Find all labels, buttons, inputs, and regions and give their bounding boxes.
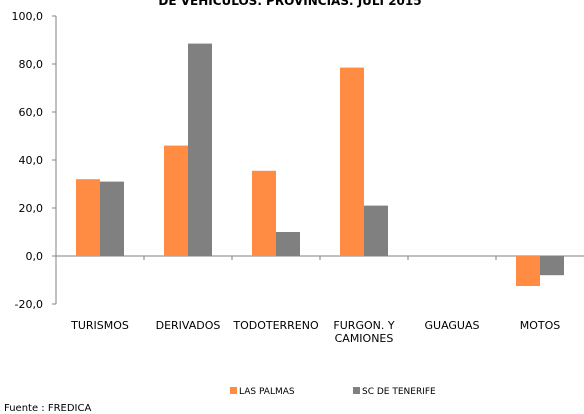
bar-sc-de-tenerife: [364, 205, 388, 256]
bar-las-palmas: [164, 145, 188, 256]
category-label: GUAGUAS: [425, 319, 480, 332]
bar-sc-de-tenerife: [188, 43, 212, 256]
y-tick-label: 80,0: [19, 58, 44, 71]
bars: [76, 43, 564, 286]
y-tick-label: 20,0: [19, 202, 44, 215]
category-labels: TURISMOS DERIVADOS TODOTERRENO FURGON. Y CAM…: [70, 319, 560, 345]
bar-sc-de-tenerife: [540, 256, 564, 276]
y-tick-label: 40,0: [19, 154, 44, 167]
y-tick-label: 60,0: [19, 106, 44, 119]
bar-las-palmas: [340, 67, 364, 256]
y-tick-label: 100,0: [12, 10, 44, 23]
chart-title: DE VEHÍCULOS. PROVINCIAS. JULI 2015: [158, 0, 421, 8]
y-ticks: -20,0 0,0 20,0 40,0 60,0 80,0 100,0: [12, 10, 56, 311]
category-label: FURGON. Y CAMIONES: [333, 319, 394, 345]
legend-label-sc-de-tenerife: SC DE TENERIFE: [362, 387, 436, 397]
legend: LAS PALMAS SC DE TENERIFE: [230, 387, 436, 397]
x-ticks: [143, 256, 497, 260]
category-label: TODOTERRENO: [232, 319, 319, 332]
legend-swatch-sc-de-tenerife: [353, 387, 360, 394]
bar-las-palmas: [76, 179, 100, 256]
bar-sc-de-tenerife: [276, 232, 300, 256]
legend-swatch-las-palmas: [230, 387, 237, 394]
category-label: DERIVADOS: [156, 319, 221, 332]
bar-sc-de-tenerife: [100, 181, 124, 256]
bar-las-palmas: [252, 170, 276, 256]
legend-label-las-palmas: LAS PALMAS: [239, 387, 295, 397]
y-tick-label: -20,0: [15, 298, 43, 311]
category-label: MOTOS: [520, 319, 561, 332]
axes: [55, 16, 584, 304]
bar-las-palmas: [516, 256, 540, 286]
source-note: Fuente : FREDICA: [4, 403, 91, 414]
y-tick-label: 0,0: [26, 250, 44, 263]
category-label: TURISMOS: [70, 319, 129, 332]
